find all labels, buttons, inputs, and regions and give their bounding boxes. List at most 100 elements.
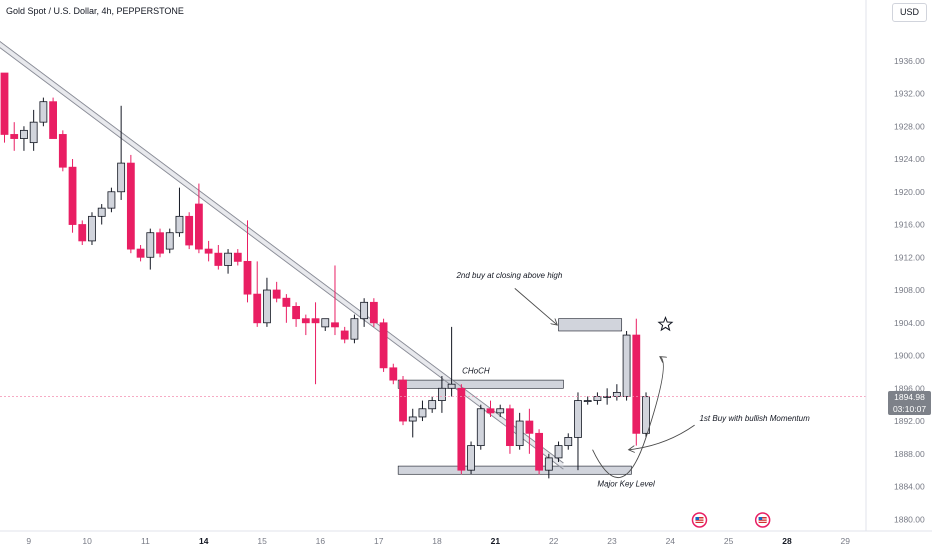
candle-body: [136, 248, 145, 258]
trendline-upper: [0, 41, 564, 464]
bearish-candle: [301, 314, 310, 336]
candle-body: [632, 334, 641, 434]
candle-body: [554, 445, 563, 459]
time-tick-label: 15: [257, 536, 267, 546]
candle-body: [467, 445, 475, 471]
flag-stripe-white: [695, 520, 704, 522]
chart-title: Gold Spot / U.S. Dollar, 4h, PEPPERSTONE: [6, 6, 184, 16]
bullish-candle: [515, 412, 524, 450]
candle-body: [0, 72, 9, 135]
candle-body: [243, 260, 252, 295]
price-tick-label: 1904.00: [894, 318, 925, 328]
candle-body: [369, 301, 378, 324]
candle-body: [457, 387, 466, 471]
candle-body: [321, 318, 330, 328]
bearish-candle: [204, 240, 213, 262]
candle-body: [58, 134, 67, 168]
bullish-candle: [593, 392, 602, 405]
price-tick-label: 1884.00: [894, 482, 925, 492]
major-key-level-label: Major Key Level: [597, 480, 655, 489]
bullish-candle: [175, 187, 184, 237]
candle-body: [331, 322, 339, 328]
candle-body: [642, 396, 650, 434]
flag-stripes: [695, 517, 704, 523]
bearish-candle: [156, 228, 164, 258]
bullish-candle: [321, 318, 330, 331]
candle-body: [156, 232, 164, 254]
bullish-candle: [165, 228, 174, 254]
candle-body: [418, 408, 427, 418]
time-tick-label: 18: [432, 536, 442, 546]
currency-selector[interactable]: USD: [892, 3, 927, 22]
bullish-candle: [544, 453, 553, 479]
candle-body: [496, 408, 505, 414]
zones-layer: [397, 318, 632, 475]
candle-body: [224, 252, 232, 266]
price-tick-label: 1932.00: [894, 89, 925, 99]
second-buy-label: 2nd buy at closing above high: [455, 271, 562, 280]
flag-canton: [695, 517, 699, 520]
candle-body: [340, 330, 349, 340]
candle-body: [78, 224, 87, 242]
time-tick-label: 29: [841, 536, 851, 546]
zone-second-buy: [558, 318, 623, 332]
bullish-candle: [447, 326, 456, 397]
price-tick-label: 1908.00: [894, 285, 925, 295]
candle-body: [126, 162, 135, 250]
bearish-candle: [632, 318, 641, 446]
bearish-candle: [49, 97, 57, 139]
bullish-candle: [39, 97, 48, 127]
zone-choch: [397, 379, 564, 389]
zone-major-key-level: [397, 465, 632, 475]
bearish-candle: [331, 265, 339, 336]
candle-body: [389, 367, 398, 381]
time-tick-label: 23: [607, 536, 617, 546]
flag-stripe-white: [695, 518, 704, 520]
bearish-candle: [399, 376, 407, 426]
candle-body: [253, 293, 262, 324]
last-price-label: 1894.98 03:10:07: [888, 391, 931, 415]
bullish-candle: [408, 408, 417, 438]
bearish-candle: [194, 183, 203, 254]
bearish-candle: [233, 249, 242, 266]
candle-body: [564, 437, 573, 447]
price-tick-label: 1892.00: [894, 416, 925, 426]
bullish-candle: [146, 228, 155, 270]
bullish-candle: [97, 204, 106, 225]
time-tick-label: 9: [26, 536, 31, 546]
candle-body: [603, 396, 612, 398]
bearish-candle: [506, 404, 514, 454]
bullish-candle: [437, 376, 446, 413]
bearish-candle: [369, 298, 378, 327]
candle-body: [506, 408, 514, 447]
price-tick-label: 1928.00: [894, 121, 925, 131]
bullish-candle: [29, 109, 38, 151]
bullish-candle: [603, 388, 612, 405]
candle-body: [486, 408, 495, 414]
price-tick-label: 1920.00: [894, 187, 925, 197]
price-tick-label: 1916.00: [894, 220, 925, 230]
bearish-candle: [311, 302, 320, 385]
time-tick-label: 28: [782, 536, 792, 546]
us-flag-icon: [754, 512, 771, 528]
bullish-candle: [20, 126, 28, 151]
time-tick-label: 10: [82, 536, 92, 546]
price-tick-label: 1888.00: [894, 449, 925, 459]
price-tick-label: 1936.00: [894, 56, 925, 66]
candle-body: [408, 416, 417, 422]
time-tick-label: 16: [316, 536, 326, 546]
time-tick-label: 11: [141, 536, 150, 546]
projection-curve: [592, 357, 664, 479]
candle-body: [29, 121, 38, 144]
bearish-candle: [379, 318, 388, 372]
bearish-candle: [214, 244, 223, 270]
candle-body: [437, 387, 446, 401]
flag-stripe-white: [758, 520, 767, 522]
candle-body: [185, 215, 194, 246]
time-tick-label: 22: [549, 536, 559, 546]
candle-body: [311, 318, 320, 324]
bullish-candle: [263, 277, 271, 327]
bullish-candle: [224, 249, 232, 274]
bullish-candle: [117, 105, 126, 200]
